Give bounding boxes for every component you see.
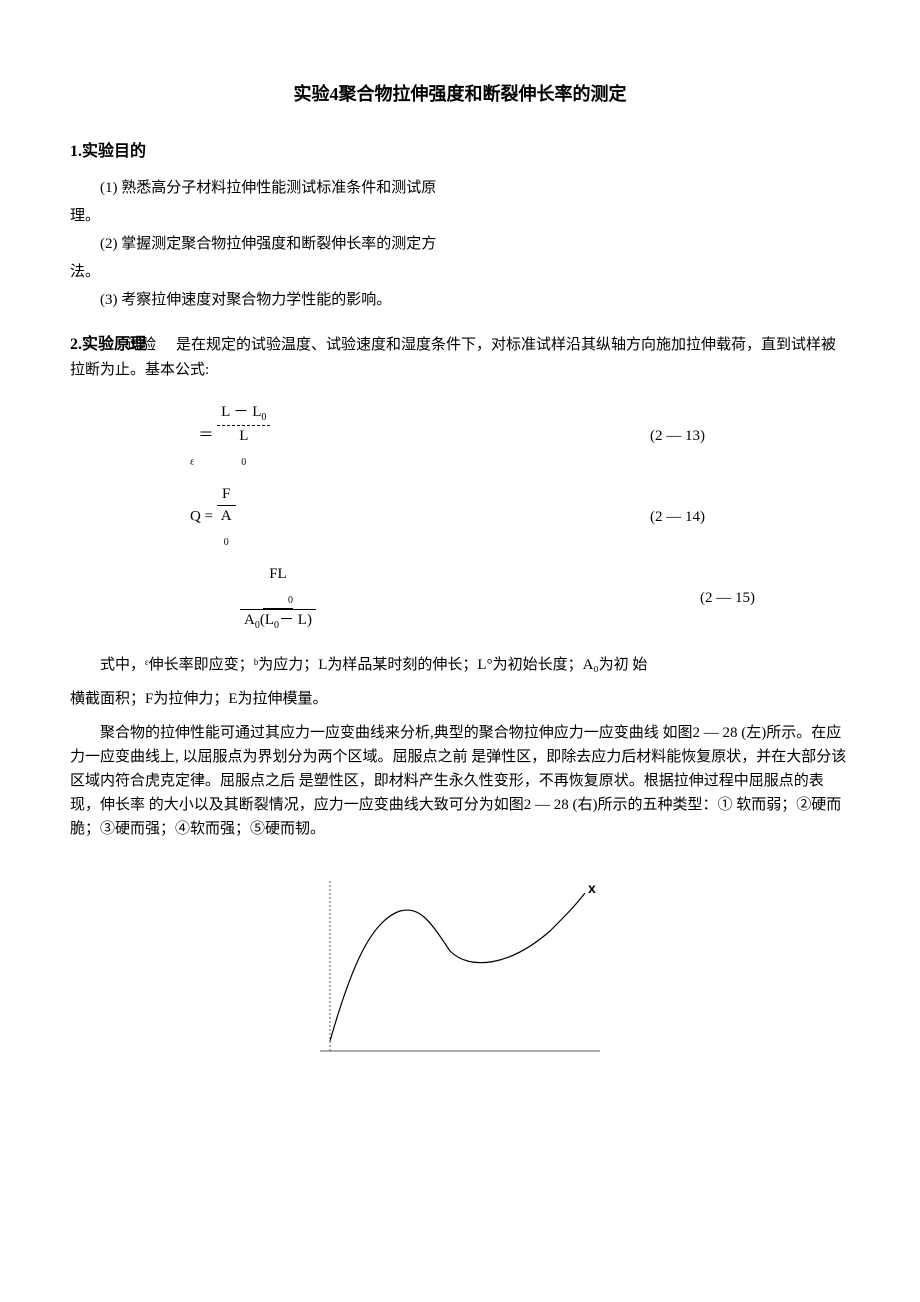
formula3-ref: (2 — 15) bbox=[700, 586, 755, 610]
formula2-sym: Q = bbox=[190, 508, 213, 524]
item3: (3) 考察拉伸速度对聚合物力学性能的影响。 bbox=[70, 288, 850, 312]
section2-p2-line1: 式中，ᵋ伸长率即应变；ᵇ为应力；L为样品某时刻的伸长；L°为初始长度；A₀为初 … bbox=[70, 653, 850, 677]
item2-line2: 法。 bbox=[70, 260, 850, 284]
item2-line1: (2) 掌握测定聚合物拉伸强度和断裂伸长率的测定方 bbox=[70, 232, 850, 256]
section2-p3: 聚合物的拉伸性能可通过其应力一应变曲线来分析,典型的聚合物拉伸应力一应变曲线 如… bbox=[70, 721, 850, 841]
stress-strain-curve bbox=[330, 893, 585, 1041]
formula1-den: L bbox=[239, 428, 248, 444]
item1-line1: (1) 熟悉高分子材料拉伸性能测试标准条件和测试原 bbox=[70, 176, 850, 200]
item1-line2: 理。 bbox=[70, 204, 850, 228]
page-title: 实验4聚合物拉伸强度和断裂伸长率的测定 bbox=[70, 80, 850, 109]
break-marker: x bbox=[588, 880, 596, 896]
formula2-ref: (2 — 14) bbox=[650, 505, 705, 529]
formula3-den-a: A bbox=[244, 612, 255, 628]
formula3-paren2: ) bbox=[307, 612, 312, 628]
formula-1: ε ＝ L － L0 L0 (2 — 13) bbox=[190, 402, 850, 470]
formula1-sym: ε bbox=[190, 456, 195, 468]
section2-p2-line2: 横截面积；F为拉伸力；E为拉伸模量。 bbox=[70, 687, 850, 711]
formula1-densub: 0 bbox=[241, 457, 246, 468]
formula2-den: A bbox=[221, 508, 232, 524]
section2-overlap: 试验 bbox=[126, 337, 156, 353]
formula1-eq: ＝ bbox=[198, 427, 213, 443]
formula1-ref: (2 — 13) bbox=[650, 424, 705, 448]
formula-2: Q = F A 0 (2 — 14) bbox=[190, 484, 850, 550]
formula2-num: F bbox=[217, 484, 236, 506]
chart-svg: x bbox=[310, 871, 610, 1071]
stress-strain-chart: x bbox=[310, 871, 610, 1079]
formula2-densub: 0 bbox=[224, 537, 229, 548]
formula-block: ε ＝ L － L0 L0 (2 — 13) Q = F A0 (2 — 1 bbox=[190, 402, 850, 633]
section1-heading: 1.实验目的 bbox=[70, 139, 850, 165]
formula3-numsub: 0 bbox=[263, 594, 293, 609]
formula3-num: FL bbox=[269, 566, 287, 582]
formula1-numsub: 0 bbox=[261, 412, 266, 423]
formula3-paren1: (L bbox=[260, 612, 274, 628]
section2-p1: 是在规定的试验温度、试验速度和湿度条件下，对标准试样沿其纵轴方向施加拉伸载荷，直… bbox=[70, 337, 836, 378]
formula1-num: L － L bbox=[221, 404, 261, 420]
formula3-minus: － L bbox=[279, 612, 307, 628]
formula-3: FL0 A0(L0－ L) (2 — 15) bbox=[190, 564, 850, 633]
